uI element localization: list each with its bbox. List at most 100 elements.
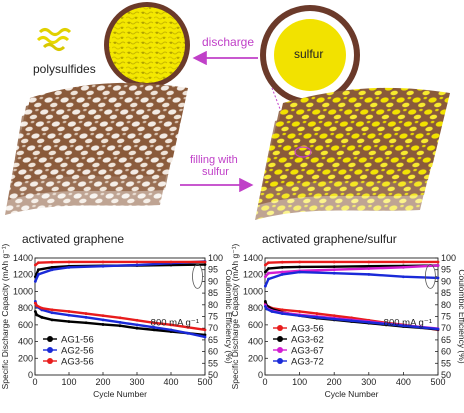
current-density-annotation: 800 mA g⁻¹ [384, 318, 432, 329]
sulfur-label: sulfur [294, 47, 323, 61]
efficiency-point-AG2-56 [67, 265, 71, 269]
y2-tick-label: 80 [208, 300, 218, 310]
capacity-point-AG3-72 [402, 324, 405, 328]
y2-tick-label: 95 [208, 265, 218, 275]
x-axis-title: Cycle Number [93, 389, 147, 399]
capacity-point-AG3-56 [101, 314, 105, 318]
efficiency-point-AG3-56 [37, 261, 40, 265]
y2-tick-label: 95 [441, 265, 451, 275]
activated-graphene-caption: activated graphene [22, 232, 124, 246]
x-tick-label: 300 [361, 377, 376, 387]
y2-tick-label: 55 [208, 358, 218, 368]
efficiency-line-AG2-56 [34, 260, 206, 282]
capacity-point-AG3-72 [315, 315, 319, 319]
y2-tick-label: 75 [441, 312, 451, 322]
capacity-point-AG3-72 [265, 307, 269, 311]
efficiency-point-AG3-67 [267, 271, 270, 275]
legend-label-AG1-56: AG1-56 [61, 335, 94, 346]
polysulfide-circle [109, 7, 185, 83]
y2-tick-label: 80 [441, 300, 451, 310]
x-tick-label: 500 [430, 377, 445, 387]
capacity-point-AG2-56 [203, 335, 207, 339]
efficiency-point-AG1-56 [50, 265, 54, 269]
legend-label-AG3-56: AG3-56 [61, 357, 94, 368]
capacity-point-AG3-56 [118, 316, 122, 320]
capacity-point-AG1-56 [67, 320, 71, 323]
x-tick-label: 0 [262, 377, 267, 387]
y-tick-label: 1400 [243, 253, 263, 263]
capacity-point-AG3-56 [203, 328, 207, 332]
efficiency-line-AG3-67 [264, 264, 439, 278]
y-tick-label: 0 [28, 370, 33, 380]
efficiency-point-AG3-67 [402, 265, 405, 269]
y2-tick-label: 55 [441, 358, 451, 368]
y2-axis-title: Coulombic Efficiency (%) [457, 269, 464, 363]
y2-tick-label: 60 [208, 347, 218, 357]
efficiency-line-AG3-72 [264, 270, 439, 287]
efficiency-point-AG3-56 [169, 260, 173, 264]
efficiency-point-AG3-72 [436, 276, 440, 280]
y-tick-label: 200 [248, 353, 263, 363]
y-tick-label: 800 [18, 303, 33, 313]
efficiency-point-AG1-56 [203, 263, 207, 266]
capacity-point-AG1-56 [33, 310, 37, 313]
efficiency-point-AG3-56 [267, 261, 270, 265]
capacity-point-AG1-56 [40, 315, 44, 319]
efficiency-point-AG2-56 [101, 264, 105, 268]
y-tick-label: 600 [18, 320, 33, 330]
x-tick-label: 400 [396, 377, 411, 387]
legend-marker [277, 347, 283, 353]
y-tick-label: 400 [18, 337, 33, 347]
efficiency-point-AG3-56 [298, 260, 301, 264]
y2-tick-label: 75 [208, 312, 218, 322]
zoom-highlight [294, 146, 312, 158]
capacity-point-AG1-56 [101, 323, 105, 326]
legend-marker [277, 358, 283, 364]
capacity-point-AG3-56 [315, 312, 319, 315]
y2-tick-label: 65 [208, 335, 218, 345]
capacity-point-AG3-72 [384, 322, 388, 326]
efficiency-point-AG3-67 [436, 264, 440, 267]
y2-tick-label: 50 [208, 370, 218, 380]
y-tick-label: 0 [258, 370, 263, 380]
capacity-point-AG3-72 [350, 319, 353, 323]
capacity-point-AG3-72 [298, 314, 301, 318]
x-tick-label: 200 [327, 377, 342, 387]
capacity-point-AG2-56 [169, 328, 173, 332]
efficiency-point-AG3-72 [367, 272, 371, 276]
legend-label-AG3-72: AG3-72 [291, 357, 324, 368]
chart-left: 0 100 200 300 400 500 0 200 400 600 800 1000 1200 140… [0, 243, 234, 399]
legend-label-AG3-56: AG3-56 [291, 324, 324, 335]
capacity-point-AG1-56 [135, 326, 139, 330]
capacity-point-AG3-72 [270, 310, 274, 313]
capacity-point-AG1-56 [35, 313, 39, 317]
capacity-point-AG1-56 [152, 328, 156, 332]
efficiency-point-AG3-56 [67, 260, 71, 264]
efficiency-point-AG3-56 [436, 260, 440, 264]
capacity-point-AG2-56 [67, 313, 71, 317]
capacity-point-AG2-56 [152, 325, 156, 329]
x-tick-label: 100 [61, 377, 76, 387]
capacity-point-AG2-56 [84, 315, 88, 319]
schematic-area: polysulfides discharge sulfur activated … [5, 2, 450, 246]
sulfur-circle [274, 19, 346, 91]
capacity-point-AG1-56 [118, 324, 122, 328]
efficiency-point-AG2-56 [37, 272, 40, 276]
capacity-point-AG2-56 [50, 311, 54, 315]
efficiency-point-AG3-56 [101, 260, 105, 264]
y2-tick-label: 90 [441, 276, 451, 286]
efficiency-point-AG3-56 [33, 263, 37, 267]
axis-indicator-ellipse [192, 263, 203, 289]
capacity-point-AG3-56 [186, 325, 190, 329]
legend-marker [47, 358, 53, 364]
x-tick-label: 400 [163, 377, 178, 387]
efficiency-line-AG3-56 [264, 260, 438, 266]
efficiency-point-AG3-62 [263, 270, 267, 274]
capacity-point-AG1-56 [50, 318, 54, 322]
capacity-point-AG2-56 [118, 320, 122, 324]
y2-tick-label: 100 [441, 253, 456, 263]
y2-tick-label: 85 [441, 288, 451, 298]
capacity-point-AG3-56 [298, 310, 301, 313]
efficiency-point-AG3-62 [332, 265, 336, 269]
